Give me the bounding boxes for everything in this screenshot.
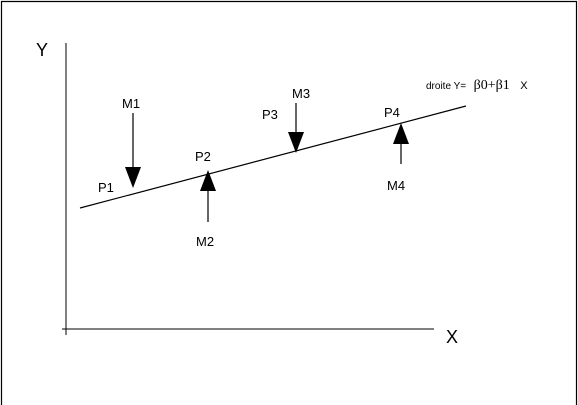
- label-p4: P4: [384, 105, 400, 120]
- line-equation-formula: β0+β1: [474, 78, 510, 93]
- label-m1: M1: [122, 96, 140, 111]
- x-axis-label: X: [446, 327, 458, 347]
- m4-arrowhead: [393, 123, 409, 144]
- label-m2: M2: [196, 234, 214, 249]
- label-p3: P3: [262, 107, 278, 122]
- label-p1: P1: [98, 180, 114, 195]
- line-equation: droite Y= β0+β1 X: [426, 76, 528, 93]
- regression-line: [79, 105, 467, 209]
- m1-arrowhead: [125, 167, 141, 188]
- label-p2: P2: [195, 149, 211, 164]
- m2-arrowhead: [200, 170, 216, 191]
- label-m3: M3: [292, 86, 310, 101]
- label-m4: M4: [387, 178, 405, 193]
- line-equation-prefix: droite Y=: [426, 81, 466, 92]
- y-axis-label: Y: [36, 40, 48, 60]
- line-equation-suffix: X: [520, 80, 528, 92]
- m3-arrowhead: [288, 132, 304, 153]
